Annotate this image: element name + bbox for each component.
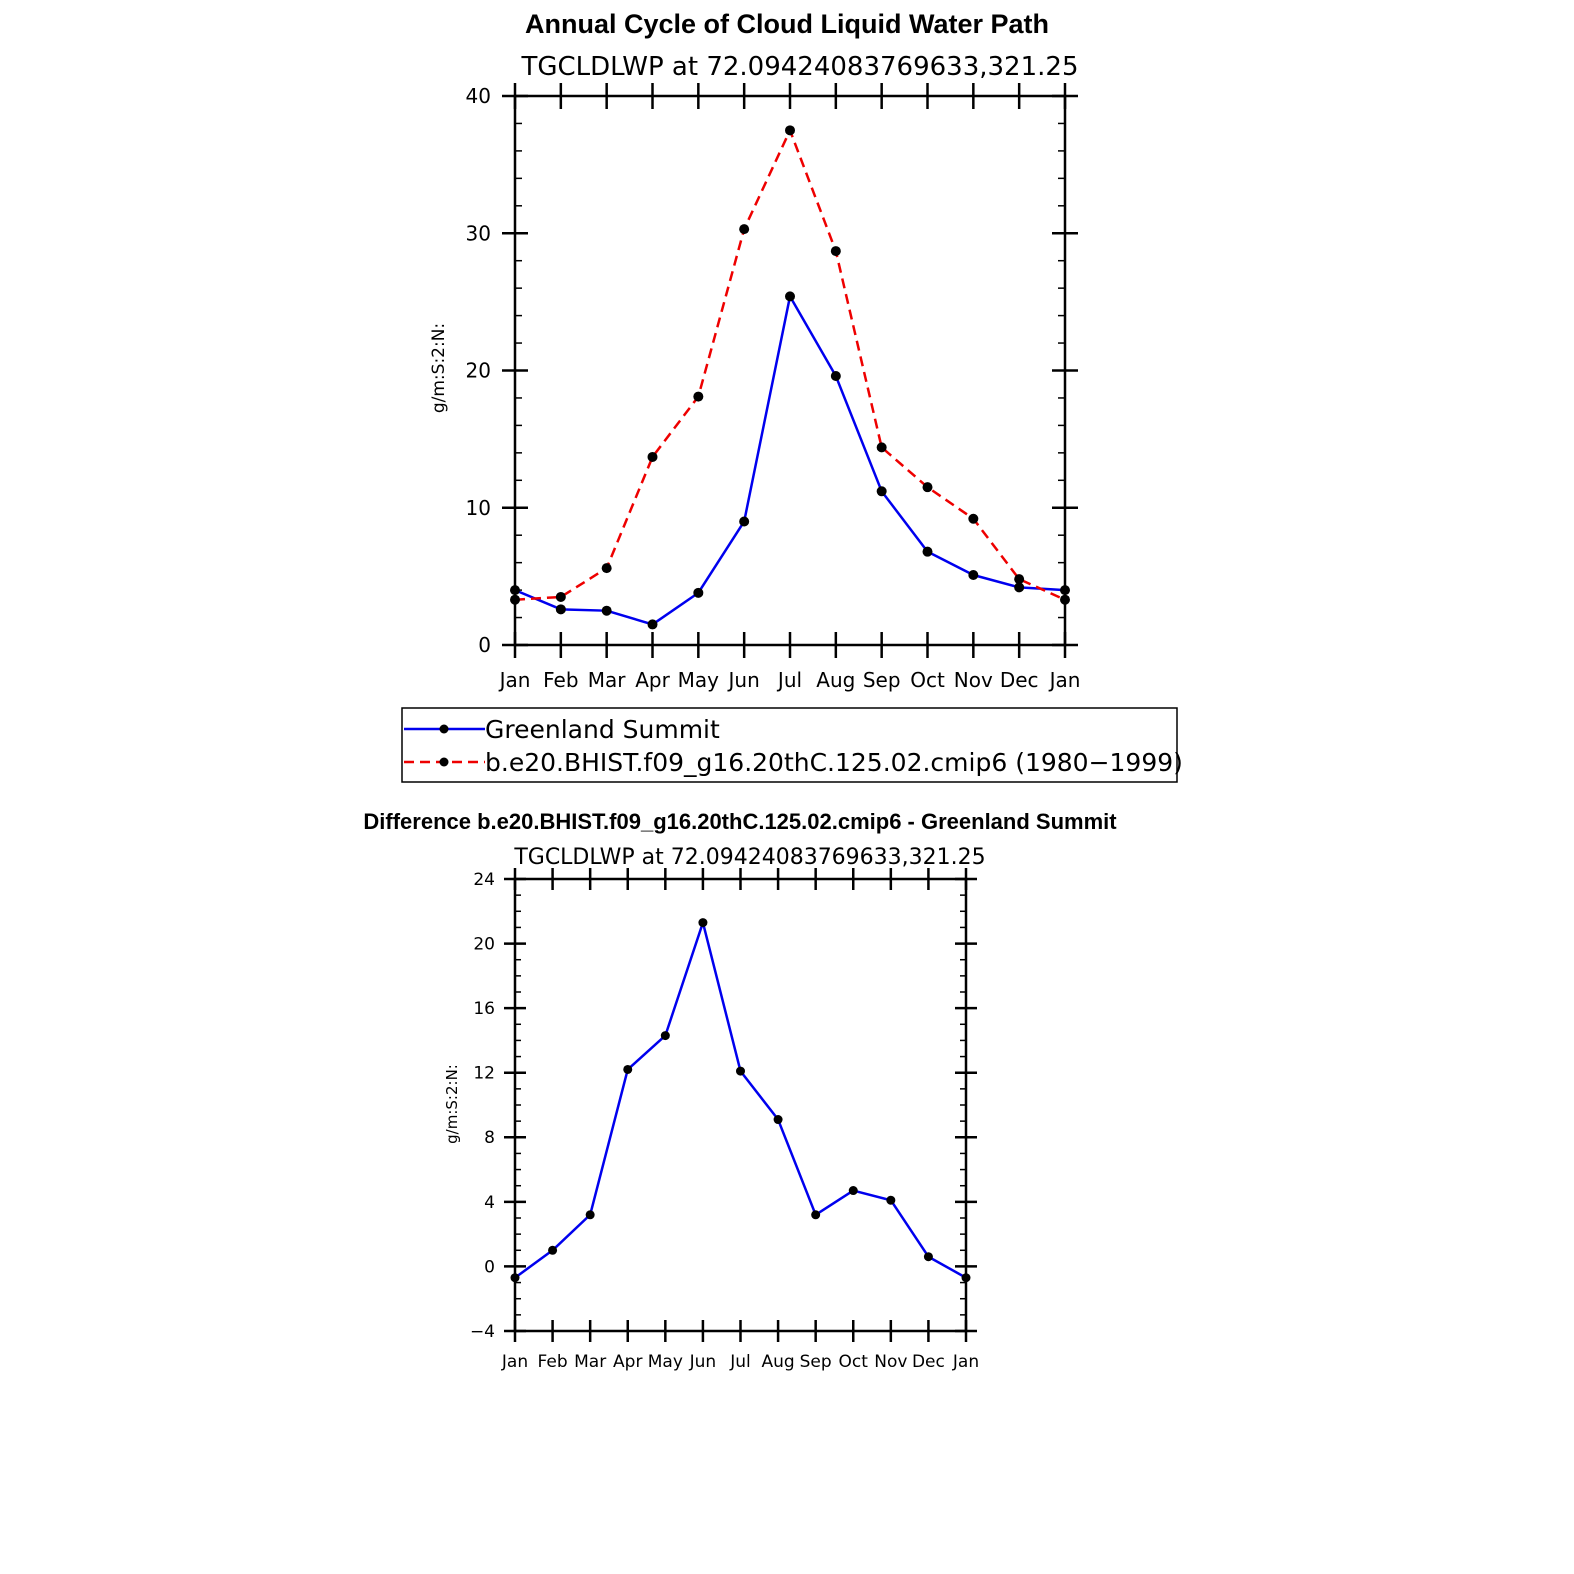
bottom-chart-xtick-label: Jul [729,1352,751,1372]
top-chart-xtick-label: Nov [954,668,993,692]
top-chart-xtick-label: Jun [727,668,760,692]
top-chart-series-1-point [739,224,750,235]
top-chart-ytick-label: 40 [466,84,491,108]
legend-marker-greenland [439,724,449,734]
bottom-chart-plot: Jan Feb Mar Apr May Jun Jul Aug Sep Oct Nov Dec Jan−… [470,868,979,1372]
bottom-chart-xtick-label: Mar [574,1352,606,1372]
bottom-chart-ytick-label: 4 [484,1193,495,1213]
top-chart-series-1-point [876,442,887,453]
bottom-chart-xtick-label: May [648,1352,683,1372]
bottom-chart-ytick-label: 24 [473,870,495,890]
bottom-chart-series-0-point [886,1195,896,1205]
top-chart-series-1-point [647,451,658,462]
top-chart-ytick-label: 10 [466,496,491,520]
legend-label-model: b.e20.BHIST.f09_g16.20thC.125.02.cmip6 (… [485,748,1183,777]
bottom-chart-ytick-label: 16 [473,999,495,1019]
top-chart-xtick-label: Jul [776,668,802,692]
top-chart-series-0-point [968,570,979,581]
bottom-chart-ytick-label: 8 [484,1128,495,1148]
bottom-chart-series-0-point [660,1031,670,1041]
top-chart-series-1-point [922,482,933,493]
bottom-chart-xtick-label: Apr [613,1352,642,1372]
top-chart-series-0-point [601,605,612,616]
top-chart-series-1-point [968,513,979,524]
top-chart-series-1-point [1014,574,1025,585]
legend: Greenland Summit b.e20.BHIST.f09_g16.20t… [401,707,1183,783]
bottom-chart-series-0-point [848,1186,858,1196]
top-chart-series-1-point [601,563,612,574]
legend-marker-model [439,757,449,767]
bottom-chart-xtick-label: Jan [501,1352,528,1372]
top-chart-series-1-point [510,594,520,605]
top-chart-series-0-point [693,587,704,598]
top-chart-ylabel: g/m:S:2:N: [429,323,449,413]
bottom-chart-series-0-point [811,1210,821,1220]
bottom-chart-ylabel: g/m:S:2:N: [443,1064,461,1144]
bottom-chart-series-0-point [923,1252,933,1262]
bottom-chart-ytick-label: 0 [484,1257,495,1277]
top-chart-series-0-point [555,604,566,615]
top-chart-subtitle: TGCLDLWP at 72.09424083769633,321.25 [520,52,1078,82]
top-chart-series-0-point [830,370,841,381]
bottom-chart-title: Difference b.e20.BHIST.f09_g16.20thC.125… [363,809,1117,834]
bottom-chart-frame [513,877,968,1333]
top-chart-series-1-line [514,129,1066,601]
top-chart-xtick-label: Oct [910,668,945,692]
top-chart-series-1-point [693,391,704,402]
top-chart-series-1-point [555,591,566,602]
bottom-chart-xtick-label: Oct [839,1352,869,1372]
top-chart-series-0-point [922,546,933,557]
top-chart-plot: Jan Feb Mar Apr May Jun Jul Aug Sep Oct Nov Dec Jan 0… [466,83,1081,692]
bottom-chart-xtick-label: Sep [800,1352,832,1372]
bottom-chart-series-0-line [514,921,967,1279]
legend-label-greenland: Greenland Summit [485,715,720,744]
bottom-chart-xtick-label: Feb [538,1352,568,1372]
bottom-chart-series-0-point [510,1273,520,1283]
top-chart-series-1-point [1060,594,1070,605]
top-chart-series-0-point [1060,585,1070,596]
top-chart-series-0-point [647,619,658,630]
top-chart-xtick-label: Feb [543,668,578,692]
bottom-chart-series-0-point [623,1064,633,1074]
bottom-chart-series-0-point [585,1210,595,1220]
top-chart-series-0-point [1014,582,1025,593]
top-chart-title: Annual Cycle of Cloud Liquid Water Path [525,9,1049,39]
top-chart-ytick-label: 0 [478,633,491,657]
bottom-chart-series-0-point [773,1115,783,1125]
bottom-chart-xtick-label: Aug [761,1352,794,1372]
top-chart-ytick-label: 30 [466,221,491,245]
top-chart-frame [513,94,1067,647]
top-chart-xtick-label: Apr [635,668,670,692]
bottom-chart-xtick-label: Jan [952,1352,979,1372]
top-chart-ytick-label: 20 [466,359,491,383]
bottom-chart-xtick-label: Nov [874,1352,907,1372]
bottom-chart-subtitle: TGCLDLWP at 72.09424083769633,321.25 [513,845,985,870]
top-chart-series-0-point [785,291,795,302]
bottom-chart-xtick-label: Jun [689,1352,717,1372]
bottom-chart-series-0-point [548,1245,558,1255]
bottom-chart-ytick-label: 20 [473,935,495,955]
top-chart-xtick-label: Sep [863,668,901,692]
top-chart-xtick-label: Jan [498,668,531,692]
bottom-chart-xtick-label: Dec [912,1352,945,1372]
bottom-chart-ytick-label: −4 [470,1322,495,1342]
bottom-chart-series-0-point [961,1273,971,1283]
top-chart-series-1-point [785,125,795,136]
top-chart-series-0-point [510,585,520,596]
top-chart-xtick-label: May [678,668,720,692]
top-chart-series-0-point [876,486,887,497]
top-chart-series-0-point [739,516,750,527]
top-chart-series-1-point [830,246,841,257]
top-chart-xtick-label: Aug [816,668,855,692]
top-chart-xtick-label: Dec [1000,668,1039,692]
legend-box [401,707,1178,783]
top-chart-xtick-label: Jan [1048,668,1081,692]
bottom-chart-ytick-label: 12 [473,1064,495,1084]
bottom-chart-series-0-point [698,918,708,928]
bottom-chart-series-0-point [736,1066,745,1076]
top-chart-xtick-label: Mar [588,668,627,692]
